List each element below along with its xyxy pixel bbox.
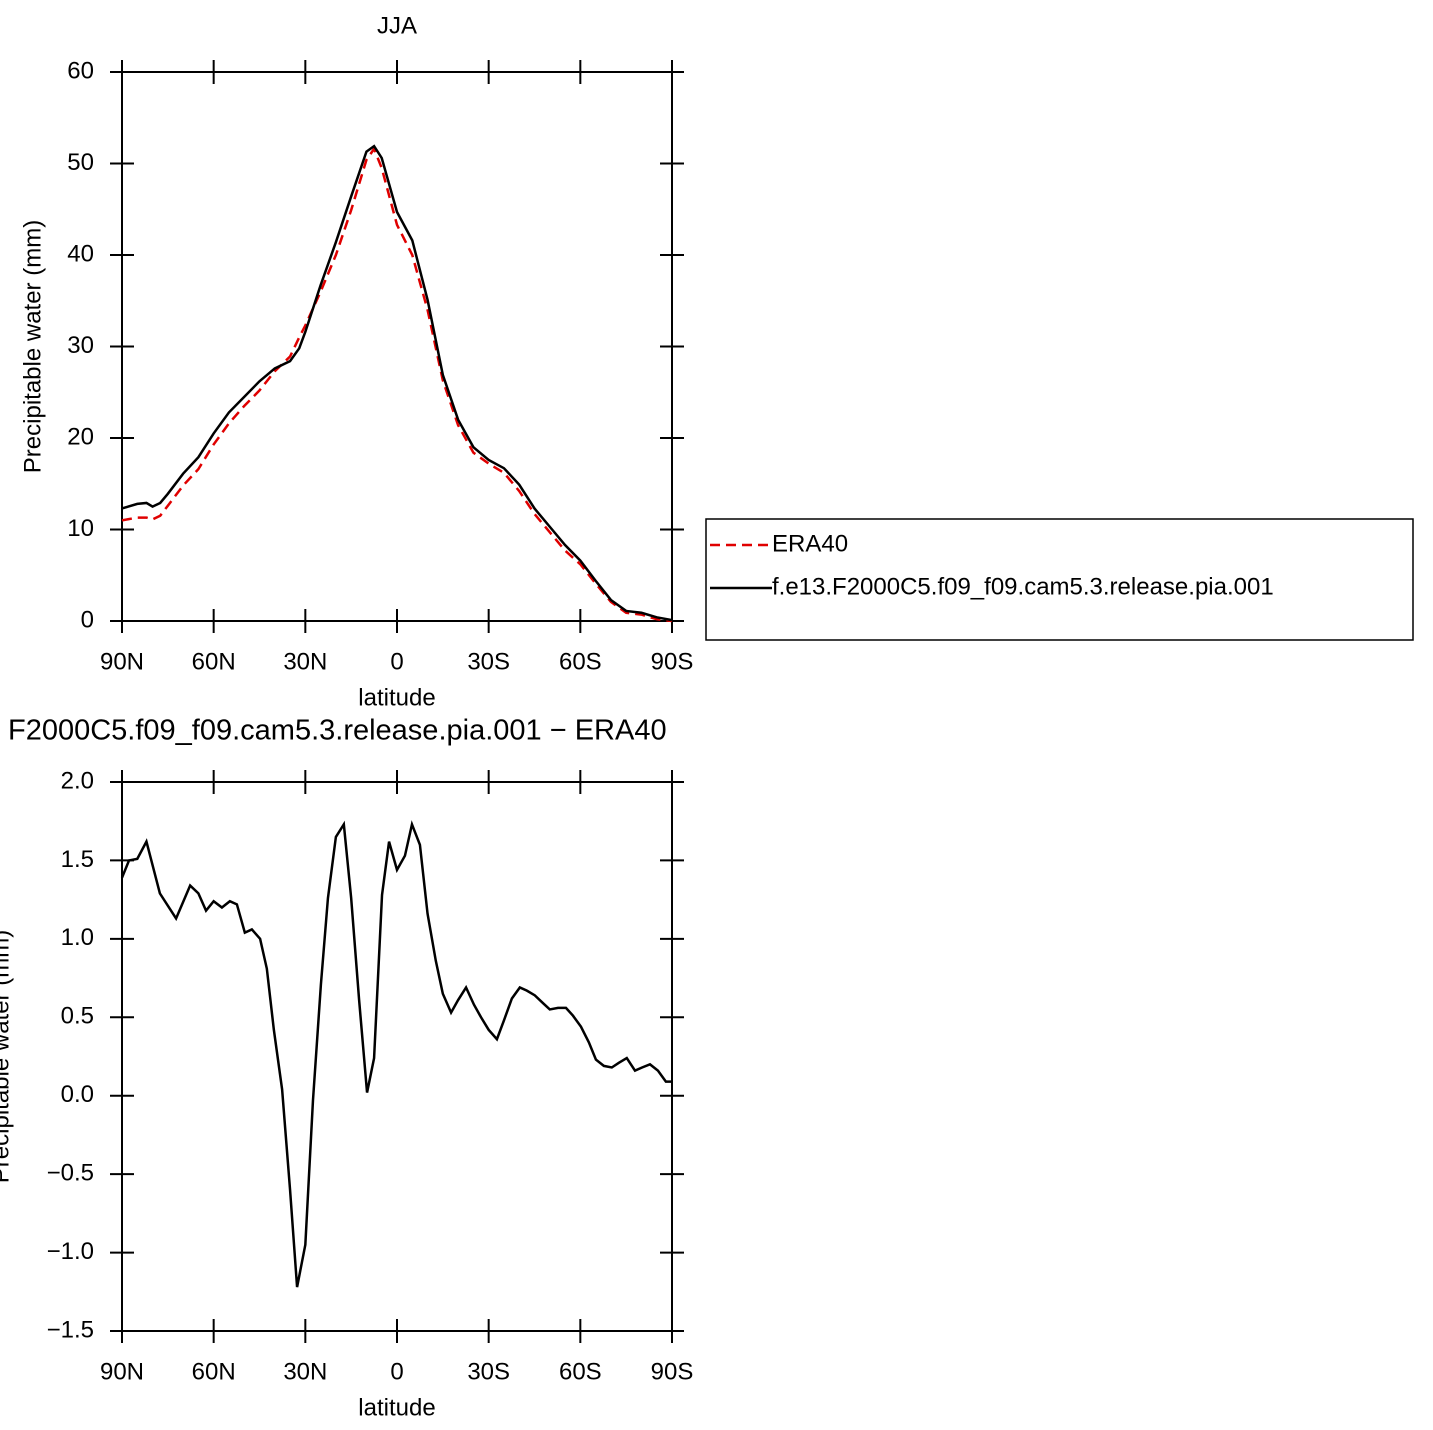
plot-frame [121, 781, 673, 1332]
data-line [121, 144, 673, 622]
x-tick-label: 30S [467, 648, 510, 675]
x-tick-label: 30N [283, 648, 327, 675]
x-tick-label: 30N [283, 1358, 327, 1385]
x-axis-label: latitude [358, 1394, 435, 1421]
chart-title: F2000C5.f09_f09.cam5.3.release.pia.001 −… [8, 715, 667, 747]
y-tick-label: −0.5 [47, 1159, 94, 1186]
y-axis-label: Precipitable water (mm) [0, 930, 14, 1183]
x-tick-label: 90S [651, 1358, 694, 1385]
x-tick-label: 30S [467, 1358, 510, 1385]
y-tick-label: 1.0 [61, 924, 94, 951]
data-line [121, 146, 673, 623]
y-tick-label: 0 [81, 606, 94, 633]
x-tick-label: 60N [192, 1358, 236, 1385]
y-tick-label: 0.5 [61, 1003, 94, 1030]
x-tick-label: 60S [559, 1358, 602, 1385]
legend-box [705, 518, 1414, 641]
y-tick-label: 1.5 [61, 846, 94, 873]
legend-label: ERA40 [772, 530, 848, 557]
y-tick-label: 30 [67, 332, 94, 359]
x-tick-label: 60N [192, 648, 236, 675]
data-line [120, 820, 672, 1288]
y-tick-label: 60 [67, 57, 94, 84]
plot-frame [121, 71, 673, 622]
y-tick-label: 40 [67, 240, 94, 267]
y-tick-label: −1.5 [47, 1316, 94, 1343]
x-tick-label: 0 [390, 648, 403, 675]
x-tick-label: 90N [100, 648, 144, 675]
x-tick-label: 90N [100, 1358, 144, 1385]
y-tick-label: 0.0 [61, 1081, 94, 1108]
y-tick-label: 2.0 [61, 767, 94, 794]
chart-title: JJA [377, 12, 417, 39]
y-tick-label: −1.0 [47, 1238, 94, 1265]
y-tick-label: 10 [67, 515, 94, 542]
x-tick-label: 60S [559, 648, 602, 675]
y-tick-label: 50 [67, 149, 94, 176]
x-tick-label: 90S [651, 648, 694, 675]
x-axis-label: latitude [358, 684, 435, 711]
y-tick-label: 20 [67, 423, 94, 450]
x-tick-label: 0 [390, 1358, 403, 1385]
legend-label: f.e13.F2000C5.f09_f09.cam5.3.release.pia… [772, 573, 1274, 600]
y-axis-label: Precipitable water (mm) [19, 220, 46, 473]
